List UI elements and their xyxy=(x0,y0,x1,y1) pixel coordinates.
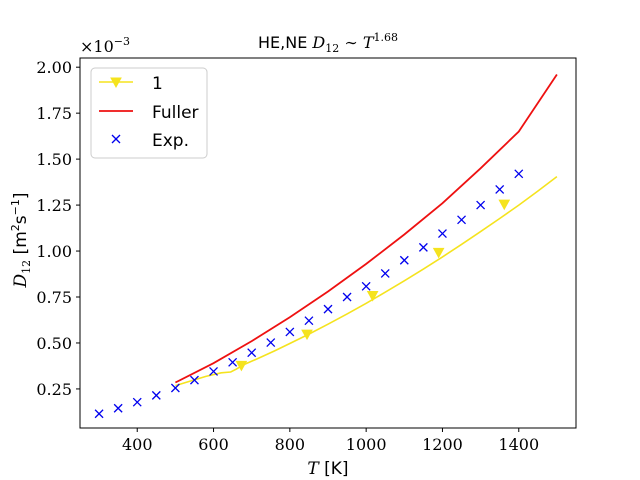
x-tick-label: 600 xyxy=(198,435,229,454)
scatter-stroke xyxy=(304,316,314,326)
plot-area xyxy=(94,73,558,419)
ylabel-unit-sup1: 2 xyxy=(9,224,22,231)
scatter-point xyxy=(266,338,276,348)
scatter-stroke xyxy=(170,383,180,393)
scatter-stroke xyxy=(380,269,390,278)
scatter-point xyxy=(94,409,104,419)
scatter-stroke xyxy=(361,281,371,291)
x-tick-label: 400 xyxy=(122,435,153,454)
title-exp: 1.68 xyxy=(373,31,398,44)
scatter-point xyxy=(342,292,352,302)
legend: 1 Fuller Exp. xyxy=(90,67,208,159)
x-axis-label: T [K] xyxy=(307,459,348,479)
y-tick-label: 0.50 xyxy=(36,334,72,353)
y-tick-label: 1.00 xyxy=(36,242,72,261)
ylabel-unit-pre: [m xyxy=(11,231,31,260)
scatter-point xyxy=(209,367,218,376)
offset-base: ×10 xyxy=(80,37,114,56)
scatter-point xyxy=(151,390,161,400)
y-tick-label: 0.75 xyxy=(36,288,72,307)
series-marker-point xyxy=(301,329,313,341)
ylabel-unit-mid: s xyxy=(11,215,31,224)
scatter-point xyxy=(476,200,486,210)
scatter-stroke xyxy=(228,357,238,367)
title-T: T xyxy=(363,33,375,52)
scatter-point xyxy=(247,348,257,358)
scatter-point xyxy=(170,383,180,393)
scatter-stroke xyxy=(399,255,409,265)
scatter-stroke xyxy=(151,390,161,400)
scatter-stroke xyxy=(342,292,352,302)
ylabel-sub: 12 xyxy=(20,260,33,274)
scatter-stroke xyxy=(476,200,486,210)
scatter-point xyxy=(514,169,524,179)
scatter-point xyxy=(113,403,123,413)
scatter-point xyxy=(399,255,409,265)
series-line-0 xyxy=(175,175,558,387)
scatter-point xyxy=(438,229,447,239)
scatter-stroke xyxy=(247,348,257,358)
scatter-stroke xyxy=(266,338,276,348)
title-prefix: HE,NE xyxy=(258,33,312,52)
x-tick-label: 1200 xyxy=(422,435,463,454)
scatter-point xyxy=(132,397,142,407)
y-tick-label: 1.50 xyxy=(36,150,72,169)
axes-frame xyxy=(79,57,577,429)
chart-title: HE,NE D12 ∼ T1.68 xyxy=(258,31,398,55)
x-tick-label: 1000 xyxy=(346,435,387,454)
series-marker-point xyxy=(235,360,248,372)
scatter-stroke xyxy=(113,403,123,413)
x-tick-label: 1400 xyxy=(498,435,539,454)
scatter-point xyxy=(380,269,390,278)
legend-label-fuller: Fuller xyxy=(152,103,199,123)
xlabel-var: T xyxy=(307,459,320,479)
scatter-stroke xyxy=(285,327,295,337)
xlabel-unit: [K] xyxy=(319,459,349,479)
scatter-point xyxy=(285,327,295,337)
offset-exp: −3 xyxy=(114,35,130,48)
ylabel-unit-sup2: −1 xyxy=(9,199,22,215)
y-offset-text: ×10−3 xyxy=(80,35,130,56)
scatter-point xyxy=(304,316,314,326)
legend-label-1: 1 xyxy=(152,74,163,94)
legend-label-exp: Exp. xyxy=(152,131,189,151)
scatter-point xyxy=(228,357,238,367)
scatter-stroke xyxy=(418,242,428,252)
title-sub: 12 xyxy=(325,42,339,55)
scatter-stroke xyxy=(132,397,142,407)
y-tick-label: 1.25 xyxy=(36,196,72,215)
scatter-stroke xyxy=(94,409,104,419)
scatter-stroke xyxy=(495,184,505,194)
series-line-1 xyxy=(174,73,558,384)
scatter-point xyxy=(495,184,505,194)
y-tick-label: 2.00 xyxy=(36,58,72,77)
legend-marker-exp xyxy=(111,134,121,144)
axes: 400 600 800 1000 1200 1400 0.25 0.50 0.75 1.00 1.2… xyxy=(36,57,577,454)
scatter-stroke xyxy=(457,215,466,225)
title-var: D xyxy=(311,33,325,52)
scatter-stroke xyxy=(438,229,447,239)
scatter-stroke xyxy=(190,375,199,385)
series-marker-point xyxy=(498,199,511,211)
y-tick-label: 1.75 xyxy=(36,104,72,123)
scatter-point xyxy=(190,375,199,385)
scatter-point xyxy=(457,215,466,225)
title-rel: ∼ xyxy=(339,33,363,52)
scatter-point xyxy=(323,304,333,314)
scatter-point xyxy=(418,242,428,252)
x-tick-label: 800 xyxy=(275,435,306,454)
y-tick-label: 0.25 xyxy=(36,380,72,399)
scatter-stroke xyxy=(209,367,218,376)
series-marker-point xyxy=(366,291,379,302)
scatter-point xyxy=(361,281,371,291)
ylabel-var: D xyxy=(11,273,31,288)
series-marker-point xyxy=(432,247,445,259)
legend-marker-1 xyxy=(110,77,122,89)
ylabel-unit-post: ] xyxy=(11,193,31,200)
y-axis-label: D12 [m2s−1] xyxy=(9,193,33,289)
scatter-stroke xyxy=(323,304,333,314)
scatter-stroke xyxy=(514,169,524,179)
